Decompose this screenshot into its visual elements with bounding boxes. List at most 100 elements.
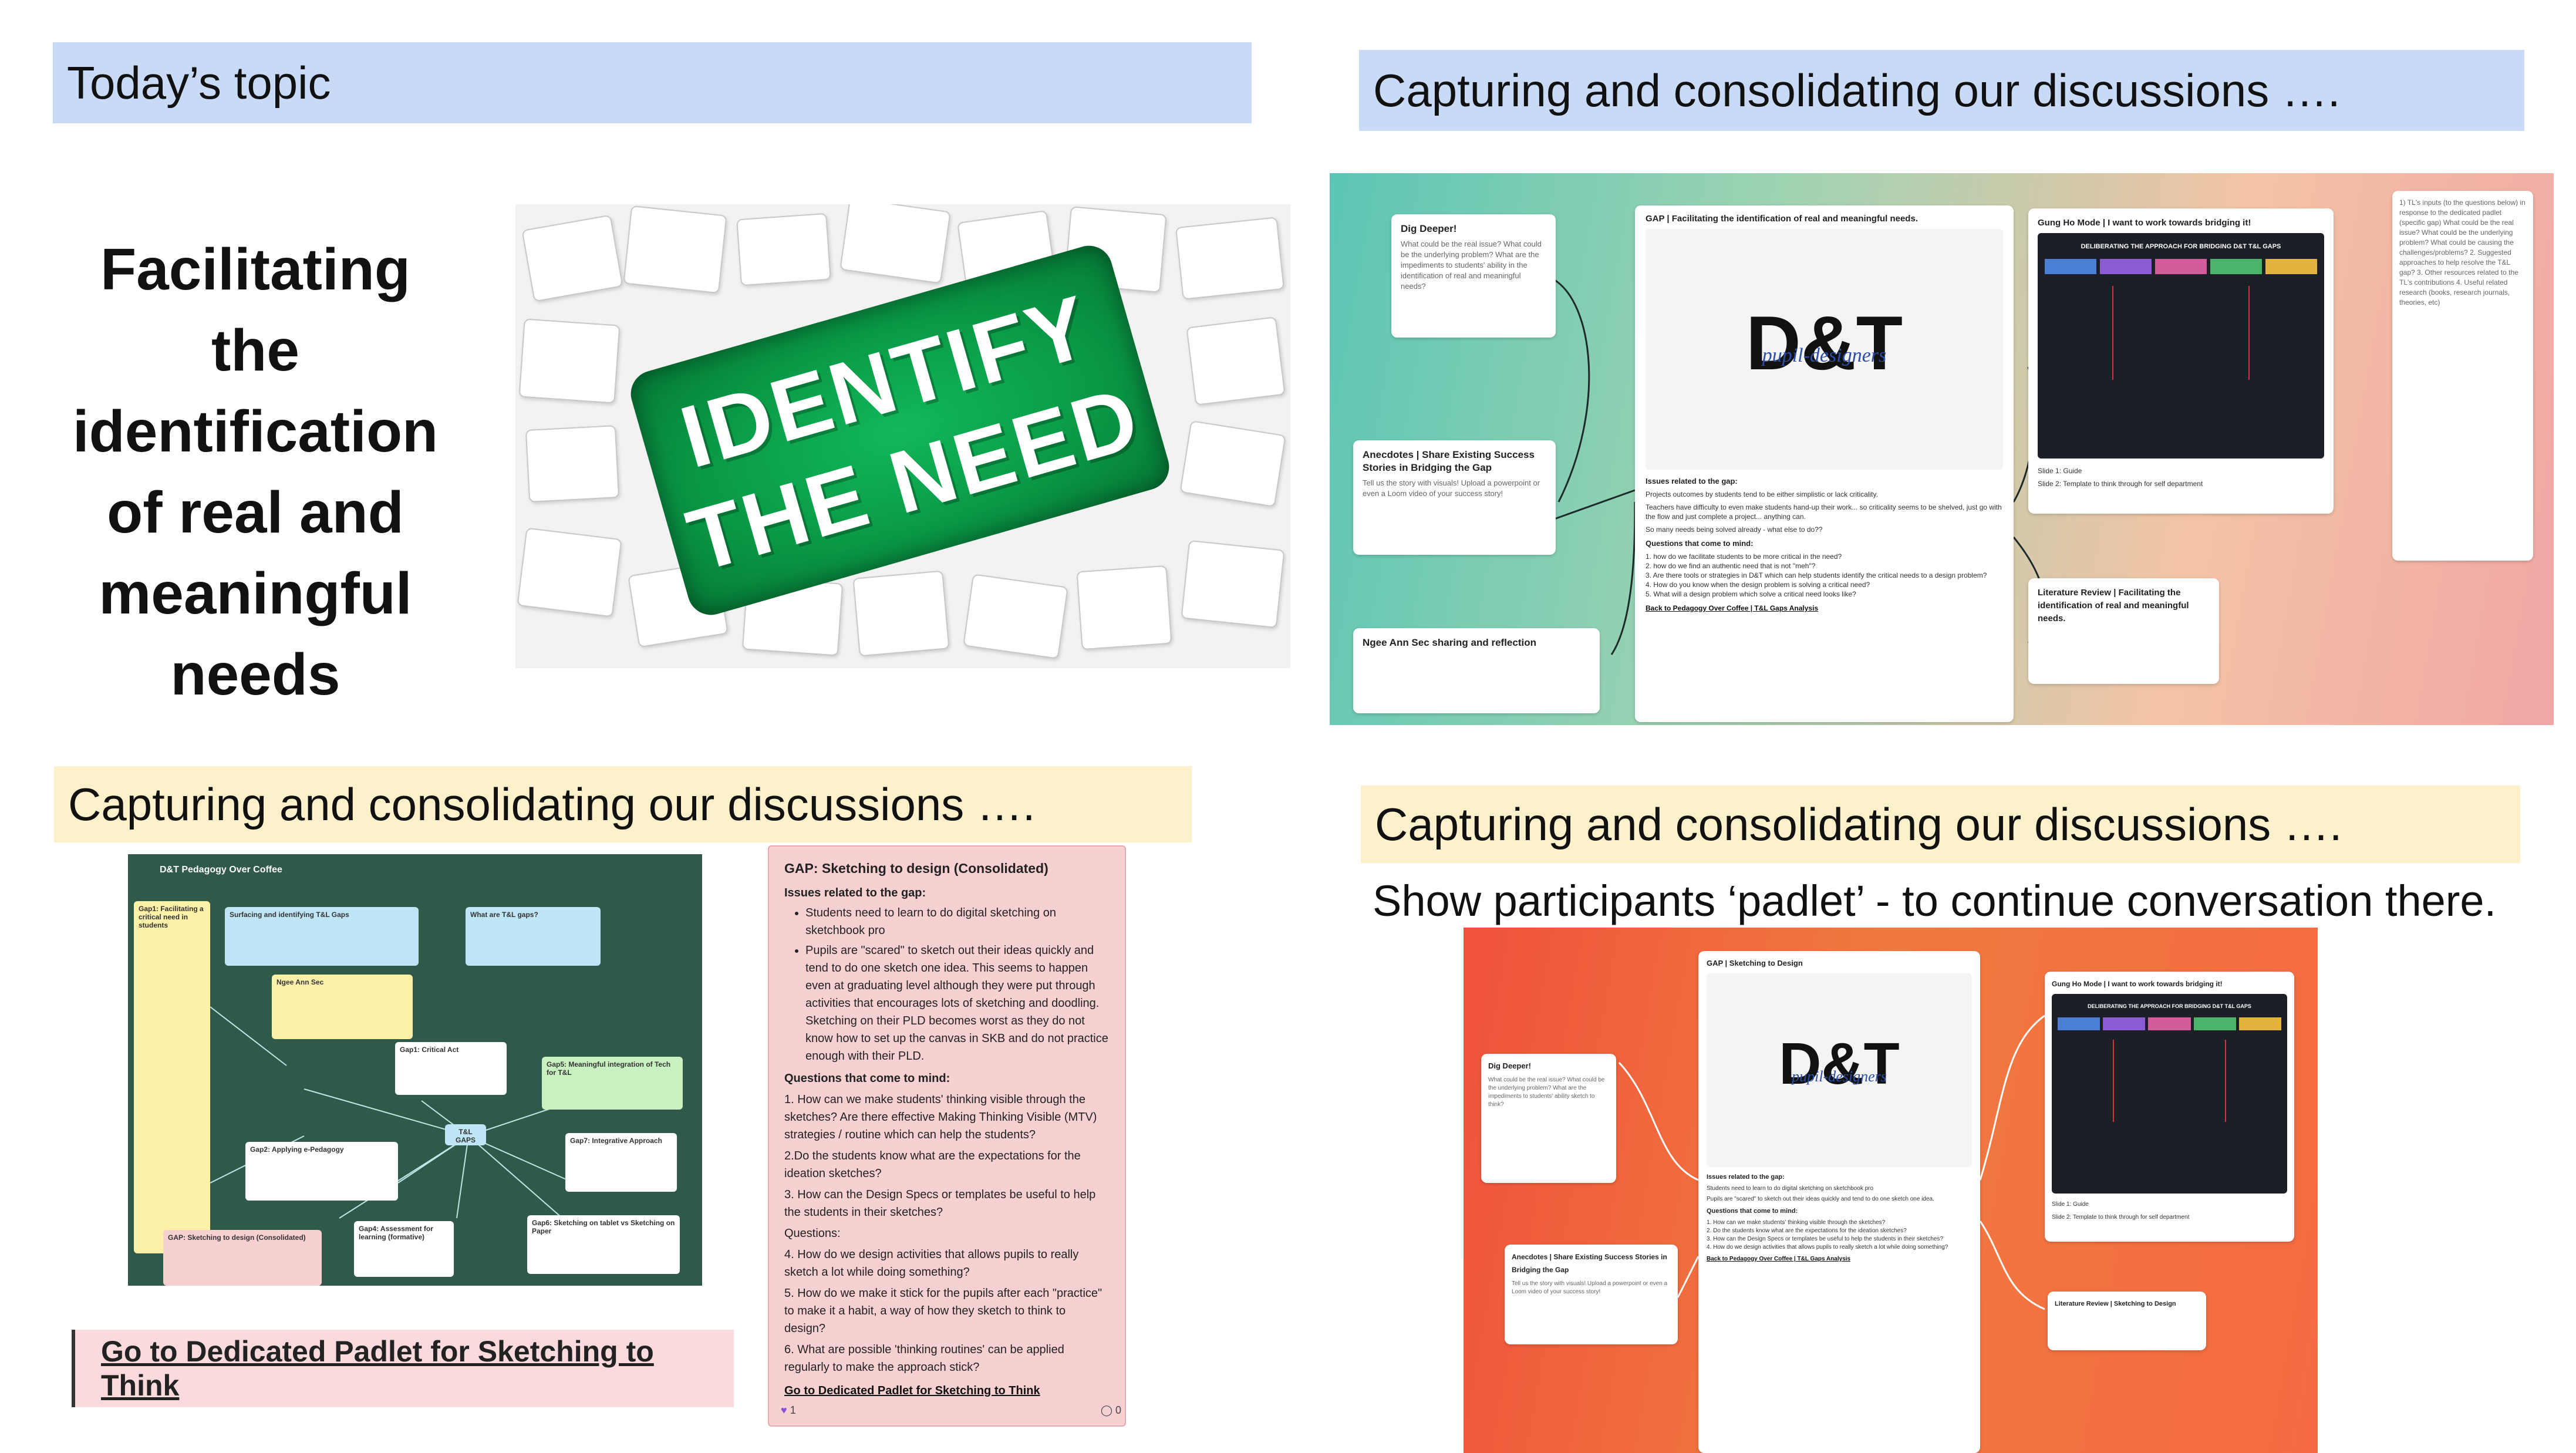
top-right-bar-label: Capturing and consolidating our discussi… (1373, 64, 2341, 116)
board-connectors (210, 1006, 575, 1219)
dt-sketch-image: D&T pupil-designers (1707, 973, 1972, 1167)
slide-2-text: Slide 2: Template to think through for s… (2052, 1214, 2190, 1221)
card-body: What could be the real issue? What could… (1401, 240, 1542, 291)
mini-card-title: Gap6: Sketching on tablet vs Sketching o… (532, 1219, 675, 1235)
card-gung-ho[interactable]: Gung Ho Mode | I want to work towards br… (2028, 208, 2334, 514)
question-text: 1. how do we facilitate students to be m… (1646, 552, 1842, 561)
mini-card-title: GAP: Sketching to design (Consolidated) (168, 1233, 306, 1242)
card-literature-review[interactable]: Literature Review | Sketching to Design (2048, 1292, 2206, 1350)
bottom-left-bar: Capturing and consolidating our discussi… (54, 766, 1192, 842)
approach-image-title: DELIBERATING THE APPROACH FOR BRIDGING D… (2088, 1003, 2251, 1009)
question-item: 1. How can we make students' thinking vi… (784, 1093, 1097, 1141)
mini-card-title: Gap1: Facilitating a critical need in st… (139, 905, 204, 929)
slide-1-text: Slide 1: Guide (2052, 1201, 2089, 1208)
comment-count-value: 0 (1115, 1404, 1121, 1416)
connector-lines (1618, 1014, 2045, 1310)
todays-topic-bar: Today’s topic (53, 42, 1252, 123)
card-title: Ngee Ann Sec sharing and reflection (1363, 637, 1536, 648)
mini-card-integrative[interactable]: Gap7: Integrative Approach (565, 1133, 677, 1192)
bottom-right-bar-label: Capturing and consolidating our discussi… (1375, 798, 2342, 850)
mini-card-gap1[interactable]: Gap1: Facilitating a critical need in st… (134, 901, 210, 1253)
issues-label: Issues related to the gap: (1646, 477, 1738, 486)
card-dig-deeper[interactable]: Dig Deeper! What could be the real issue… (1481, 1054, 1616, 1183)
comment-icon: ◯ (1100, 1404, 1112, 1416)
green-hole: IDENTIFY THE NEED (625, 240, 1175, 621)
dt-sketch-image: D&T pupil-designers (1646, 229, 2003, 470)
card-title: Literature Review | Sketching to Design (2055, 1300, 2176, 1307)
question-text: 4. How do we design activities that allo… (1707, 1244, 1948, 1250)
mini-card-title: Surfacing and identifying T&L Gaps (230, 911, 349, 919)
mini-card-epedagogy[interactable]: Gap2: Applying e-Pedagogy (245, 1142, 398, 1201)
board-header: D&T Pedagogy Over Coffee (160, 865, 282, 875)
card-literature-review[interactable]: Literature Review | Facilitating the ide… (2028, 578, 2219, 684)
consolidated-gap-card[interactable]: GAP: Sketching to design (Consolidated) … (768, 845, 1126, 1427)
questions-label: Questions that come to mind: (1646, 539, 1754, 548)
approach-image: DELIBERATING THE APPROACH FOR BRIDGING D… (2052, 994, 2287, 1194)
issue-item: Students need to learn to do digital ske… (805, 904, 1110, 939)
issue-text: Pupils are "scared" to sketch out their … (1707, 1196, 1934, 1202)
mini-card-consolidated[interactable]: GAP: Sketching to design (Consolidated) (163, 1230, 322, 1286)
card-anecdotes[interactable]: Anecdotes | Share Existing Success Stori… (1353, 440, 1556, 555)
like-count-value: 1 (790, 1404, 796, 1416)
card-gung-ho[interactable]: Gung Ho Mode | I want to work towards br… (2045, 972, 2294, 1242)
heading-line-4: of real and (107, 480, 404, 545)
mini-card-sketching-tablet[interactable]: Gap6: Sketching on tablet vs Sketching o… (527, 1215, 680, 1274)
card-ngee-ann[interactable]: Ngee Ann Sec sharing and reflection (1353, 628, 1600, 713)
padlet-board-sketching: Dig Deeper! What could be the real issue… (1464, 928, 2318, 1453)
mini-card-title: Ngee Ann Sec (277, 978, 324, 986)
mini-card-ngee[interactable]: Ngee Ann Sec (272, 975, 413, 1039)
card-tl-inputs[interactable]: 1) TL's inputs (to the questions below) … (2392, 191, 2533, 561)
issue-item: Pupils are "scared" to sketch out their … (805, 942, 1110, 1065)
mini-card-title: T&L GAPS (455, 1128, 476, 1144)
heading-line-1: Facilitating (100, 237, 410, 302)
issues-label: Issues related to the gap: (784, 886, 926, 899)
card-body: What could be the real issue? What could… (1488, 1077, 1605, 1108)
card-title: Dig Deeper! (1401, 223, 1457, 234)
questions-label: Questions that come to mind: (1707, 1208, 1798, 1215)
bottom-right-bar: Capturing and consolidating our discussi… (1361, 786, 2520, 863)
mini-card-critical[interactable]: Gap1: Critical Act (395, 1042, 507, 1095)
heading-line-2: the (211, 318, 299, 383)
consolidated-link[interactable]: Go to Dedicated Padlet for Sketching to … (784, 1384, 1040, 1397)
heading-line-3: identification (72, 399, 439, 464)
mini-card-title: Gap5: Meaningful integration of Tech for… (547, 1060, 671, 1077)
card-title: GAP | Sketching to Design (1707, 959, 1803, 967)
issue-text: Students need to learn to do digital ske… (1707, 1185, 1874, 1192)
dedicated-padlet-link-label[interactable]: Go to Dedicated Padlet for Sketching to … (101, 1335, 654, 1402)
question-item: 4. How do we design activities that allo… (784, 1248, 1079, 1279)
card-title: Gung Ho Mode | I want to work towards br… (2038, 218, 2251, 228)
card-anecdotes[interactable]: Anecdotes | Share Existing Success Stori… (1505, 1245, 1678, 1344)
like-count[interactable]: ♥ 1 (781, 1404, 796, 1422)
dt-logo-sub: pupil-designers (1762, 345, 1887, 366)
questions-label: Questions that come to mind: (784, 1072, 950, 1085)
heading-line-5: meaningful (99, 561, 412, 626)
mini-card-meaningful[interactable]: Gap5: Meaningful integration of Tech for… (542, 1057, 683, 1110)
card-gap-sketching[interactable]: GAP | Sketching to Design D&T pupil-desi… (1698, 951, 1980, 1453)
padlet-board-identification: Dig Deeper! What could be the real issue… (1330, 173, 2554, 725)
question-text: 2. Do the students know what are the exp… (1707, 1228, 1907, 1234)
question-text: 3. Are there tools or strategies in D&T … (1646, 571, 1987, 579)
padlet-instruction: Show participants ‘padlet’ - to continue… (1373, 876, 2497, 925)
card-body: Tell us the story with visuals! Upload a… (1512, 1280, 1668, 1295)
card-title: Dig Deeper! (1488, 1061, 1531, 1070)
comment-count[interactable]: ◯ 0 (1101, 1404, 1121, 1422)
mini-card-tl-gaps[interactable]: T&L GAPS (445, 1124, 486, 1145)
dedicated-padlet-link[interactable]: Go to Dedicated Padlet for Sketching to … (72, 1330, 734, 1407)
card-title: Gung Ho Mode | I want to work towards br… (2052, 980, 2223, 988)
card-dig-deeper[interactable]: Dig Deeper! What could be the real issue… (1391, 214, 1556, 338)
mini-card-assessment[interactable]: Gap4: Assessment for learning (formative… (354, 1221, 454, 1277)
mini-card-title: Gap2: Applying e-Pedagogy (250, 1145, 344, 1154)
card-body: Tell us the story with visuals! Upload a… (1363, 478, 1540, 498)
mini-card-surfacing[interactable]: Surfacing and identifying T&L Gaps (225, 907, 419, 966)
card-gap-identification[interactable]: GAP | Facilitating the identification of… (1635, 205, 2014, 722)
mini-card-what[interactable]: What are T&L gaps? (466, 907, 601, 966)
dt-logo-sub: pupil-designers (1792, 1068, 1887, 1085)
issue-text: So many needs being solved already - wha… (1646, 525, 1823, 534)
back-link[interactable]: Back to Pedagogy Over Coffee | T&L Gaps … (1707, 1256, 1851, 1262)
back-link[interactable]: Back to Pedagogy Over Coffee | T&L Gaps … (1646, 604, 1819, 612)
question-item: 5. How do we make it stick for the pupil… (784, 1287, 1102, 1335)
question-text: 4. How do you know when the design probl… (1646, 581, 1870, 589)
todays-topic-label: Today’s topic (67, 56, 331, 109)
issue-text: Projects outcomes by students tend to be… (1646, 490, 1878, 498)
card-title: Anecdotes | Share Existing Success Stori… (1363, 449, 1535, 473)
